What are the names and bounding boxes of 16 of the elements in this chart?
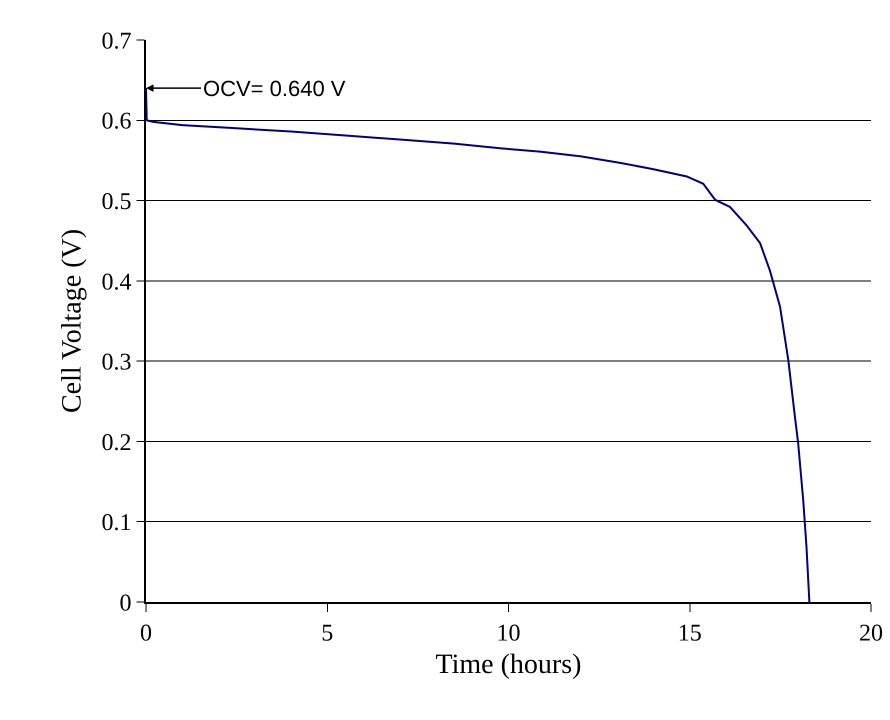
y-tick-label: 0.3 bbox=[101, 350, 132, 376]
x-tick-label: 20 bbox=[859, 620, 883, 647]
y-tick-label: 0 bbox=[119, 590, 132, 616]
y-tick-label: 0.4 bbox=[101, 269, 132, 296]
y-tick-label: 0.2 bbox=[101, 430, 132, 456]
y-axis-title: Cell Voltage (V) bbox=[56, 228, 88, 414]
y-tick-label: 0.1 bbox=[101, 510, 132, 536]
y-tick-label: 0.5 bbox=[101, 188, 132, 215]
y-tick-label: 0.6 bbox=[101, 108, 132, 135]
x-tick-label: 0 bbox=[140, 620, 152, 647]
annotation: OCV= 0.640 V bbox=[203, 76, 346, 101]
x-tick-label: 5 bbox=[321, 620, 334, 647]
x-tick-label: 10 bbox=[496, 620, 520, 647]
x-axis-title: Time (hours) bbox=[436, 649, 582, 680]
x-tick-label: 15 bbox=[678, 620, 702, 647]
y-tick-label: 0.7 bbox=[101, 28, 132, 54]
